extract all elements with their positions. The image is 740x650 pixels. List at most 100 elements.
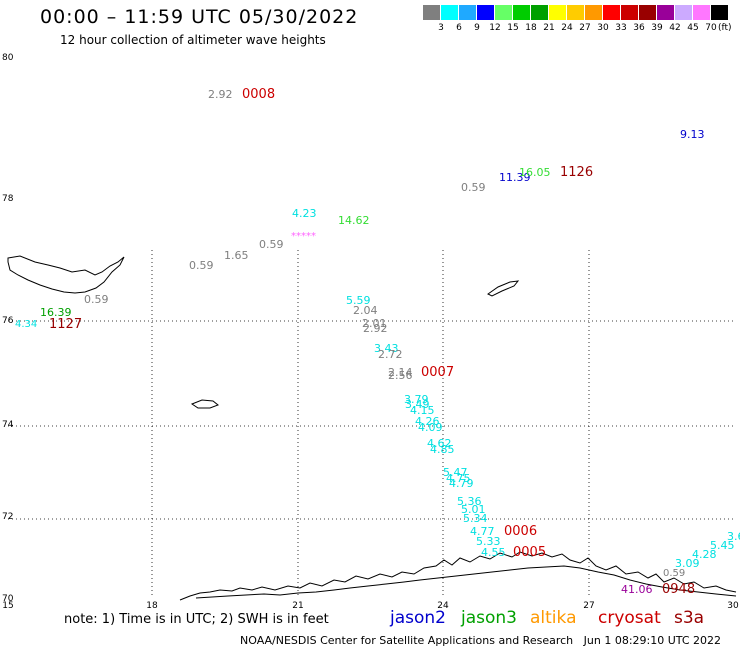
- color-scale-label: 30: [597, 23, 609, 33]
- wave-height-label: 0.59: [259, 238, 284, 251]
- wave-height-label: 2.14: [388, 366, 413, 379]
- wave-height-label: 0.59: [84, 293, 109, 306]
- wave-height-label: 4.75: [446, 472, 471, 485]
- wave-height-label: 14.62: [338, 214, 370, 227]
- wave-height-label: 4.26: [415, 415, 440, 428]
- longitude-label: 27: [583, 601, 594, 611]
- color-swatch: [495, 5, 512, 20]
- wave-height-label: 1127: [49, 317, 82, 332]
- wave-height-label: 16.39: [40, 306, 72, 319]
- wave-height-label: 0007: [421, 365, 454, 380]
- wave-height-label: 5.33: [476, 535, 501, 548]
- wave-height-label: 4.23: [292, 207, 317, 220]
- wave-height-label: 0.59: [189, 259, 214, 272]
- color-swatch: [459, 5, 476, 20]
- color-swatch: [693, 5, 710, 20]
- wave-height-label: 1.65: [224, 249, 249, 262]
- wave-height-label: 0948: [662, 582, 695, 597]
- wave-height-label: 2.92: [363, 322, 388, 335]
- wave-height-label: 4.77: [470, 525, 495, 538]
- wave-height-label: 11.39: [499, 171, 531, 184]
- wave-height-label: 0005: [513, 545, 546, 560]
- wave-height-label: 4.15: [410, 404, 435, 417]
- legend-item-altika: altika: [530, 608, 577, 628]
- wave-height-label: 3.43: [374, 342, 399, 355]
- color-scale-label: 70: [705, 23, 717, 33]
- wave-height-label: 5.36: [457, 495, 482, 508]
- wave-height-label: 41.06: [621, 583, 653, 596]
- color-scale-label: 24: [561, 23, 573, 33]
- norway-coast: [179, 551, 737, 601]
- color-scale-label: 15: [507, 23, 519, 33]
- color-scale-label: 21: [543, 23, 555, 33]
- timestamp-text: Jun 1 08:29:10 UTC 2022: [583, 634, 722, 647]
- latitude-label: 80: [2, 53, 14, 63]
- legend-item-jason3: jason3: [461, 608, 517, 628]
- wave-height-label: 5.47: [443, 466, 468, 479]
- longitude-label: 24: [437, 601, 449, 611]
- color-scale-unit: (ft): [718, 23, 732, 33]
- color-swatch: [567, 5, 584, 20]
- wave-height-label: 1126: [560, 165, 593, 180]
- norway-coast-inner: [195, 565, 737, 599]
- wave-height-label: 4.28: [692, 548, 717, 561]
- wave-height-label: 5.45: [710, 539, 735, 552]
- color-swatch: [675, 5, 692, 20]
- color-swatch: [657, 5, 674, 20]
- graticule: 15 18 21 24 27 30 80 78 76 74 72 70: [2, 53, 739, 611]
- color-scale-label: 18: [525, 23, 537, 33]
- color-scale-label: 9: [474, 23, 480, 33]
- wave-height-label: 5.34: [463, 512, 488, 525]
- color-scale-label: 45: [687, 23, 699, 33]
- footer-note: note: 1) Time is in UTC; 2) SWH is in fe…: [64, 612, 329, 627]
- color-swatch: [585, 5, 602, 20]
- wave-height-label: 3.49: [405, 398, 430, 411]
- hopen-coast: [487, 280, 520, 297]
- longitude-label: 30: [727, 601, 739, 611]
- color-scale-label: 12: [489, 23, 501, 33]
- latitude-label: 78: [2, 194, 14, 204]
- color-scale-label: 42: [669, 23, 681, 33]
- wave-height-label: 9.13: [680, 128, 705, 141]
- color-swatch: [513, 5, 530, 20]
- color-scale-label: 33: [615, 23, 627, 33]
- latitude-label: 70: [2, 594, 14, 604]
- legend-item-jason2: jason2: [390, 608, 446, 628]
- footer-credit: NOAA/NESDIS Center for Satellite Applica…: [240, 634, 721, 647]
- wave-height-label: 3.09: [675, 557, 700, 570]
- wave-height-label: 3.79: [404, 393, 429, 406]
- wave-height-label: 2.01: [362, 317, 387, 330]
- wave-height-label: 4.85: [430, 443, 455, 456]
- wave-height-label: 4.09: [418, 421, 443, 434]
- credit-text: NOAA/NESDIS Center for Satellite Applica…: [240, 634, 574, 647]
- wave-height-label: 2.92: [208, 88, 233, 101]
- color-swatch: [441, 5, 458, 20]
- color-scale-label: 39: [651, 23, 663, 33]
- longitude-label: 18: [146, 601, 158, 611]
- wave-height-label: 2.72: [378, 348, 403, 361]
- color-swatch: [549, 5, 566, 20]
- wave-height-label: 4.62: [427, 437, 452, 450]
- latitude-label: 74: [2, 420, 14, 430]
- page-title: 00:00 – 11:59 UTC 05/30/2022: [40, 6, 359, 28]
- wave-height-label: 0.59: [663, 568, 685, 579]
- latitude-label: 76: [2, 316, 14, 326]
- wave-height-label: 5.01: [461, 503, 486, 516]
- color-swatch: [621, 5, 638, 20]
- color-swatch: [603, 5, 620, 20]
- coastline: [7, 255, 737, 601]
- wave-height-label: 2.56: [388, 369, 413, 382]
- longitude-label: 15: [2, 601, 13, 611]
- color-swatch: [423, 5, 440, 20]
- color-scale-label: 3: [438, 23, 444, 33]
- wave-height-label: 4.55: [481, 546, 506, 559]
- latitude-label: 72: [2, 512, 13, 522]
- color-swatch: [477, 5, 494, 20]
- wave-height-label: 5.59: [346, 294, 371, 307]
- color-swatch: [639, 5, 656, 20]
- wave-height-label: 4.79: [449, 477, 474, 490]
- bear-island-coast: [190, 399, 219, 409]
- wave-height-label: 3.6: [727, 530, 740, 543]
- legend-item-s3a: s3a: [674, 608, 705, 628]
